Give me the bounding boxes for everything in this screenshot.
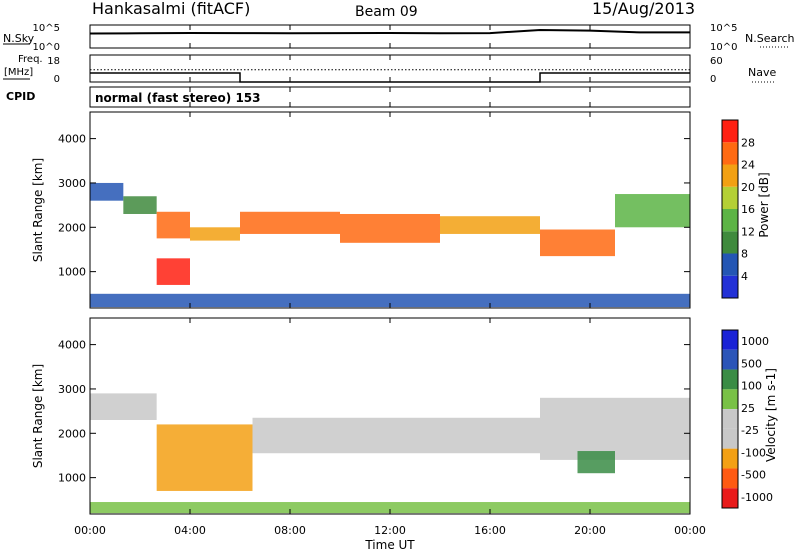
x-tick-label: 00:00 [674, 524, 706, 537]
nsearch-label: N.Search [745, 32, 795, 45]
freq-tick-bottom: 0 [54, 74, 60, 85]
y-tick-label: 2000 [58, 427, 86, 440]
colorbar-segment [722, 120, 738, 143]
cpid-label: CPID [6, 90, 35, 103]
x-tick-label: 04:00 [174, 524, 206, 537]
y-tick-label: 2000 [58, 221, 86, 234]
nsky-series-line [89, 28, 690, 35]
heatmap-band [540, 229, 615, 257]
heatmap-band [156, 424, 253, 491]
heatmap-band [440, 216, 540, 234]
power-colorbar: 4 8 12 16 20 24 28 [721, 119, 755, 299]
heatmap-band [252, 417, 540, 454]
velocity-heatmap [90, 393, 690, 514]
y-tick-label: 4000 [58, 339, 86, 352]
beam-label: Beam 09 [355, 4, 418, 20]
nsky-tick-bottom: 10^0 [33, 42, 60, 53]
freq-unit-label: [MHz] [4, 67, 33, 78]
colorbar-segment [722, 186, 738, 209]
nsky-label: N.Sky [3, 32, 35, 45]
colorbar-tick-label: 24 [741, 159, 755, 172]
colorbar-segment [722, 409, 738, 429]
colorbar-frame [721, 119, 739, 299]
heatmap-band [90, 393, 157, 420]
colorbar-tick-label: -100 [741, 446, 766, 459]
heatmap-band [90, 182, 124, 201]
velocity-ylabel: Slant Range [km] [31, 364, 45, 468]
x-axis-label: Time UT [364, 538, 415, 552]
heatmap-band [615, 194, 690, 228]
y-tick-label: 1000 [58, 266, 86, 279]
y-tick-label: 3000 [58, 177, 86, 190]
heatmap-band [540, 397, 690, 460]
colorbar-segment [722, 209, 738, 232]
colorbar-tick-label: 12 [741, 225, 755, 238]
colorbar-tick-label: 500 [741, 357, 762, 370]
colorbar-segment [722, 142, 738, 165]
colorbar-tick-label: 100 [741, 380, 762, 393]
colorbar-tick-label: 25 [741, 402, 755, 415]
x-tick-label: 12:00 [374, 524, 406, 537]
heatmap-band [90, 293, 690, 308]
colorbar-segment [722, 164, 738, 187]
station-title: Hankasalmi (fitACF) [92, 0, 250, 18]
power-colorbar-label: Power [dB] [757, 172, 771, 237]
power-ylabel: Slant Range [km] [31, 158, 45, 262]
x-tick-label: 00:00 [74, 524, 106, 537]
velocity-colorbar: 1000 500 100 25 -25 -100 -500 -1000 [721, 329, 773, 509]
colorbar-tick-label: -1000 [741, 491, 773, 504]
colorbar-segment [722, 488, 738, 508]
y-tick-label: 4000 [58, 133, 86, 146]
heatmap-band [340, 213, 440, 243]
colorbar-segment [722, 448, 738, 469]
colorbar-segment [722, 428, 738, 449]
nsky-tick-top: 10^5 [33, 23, 60, 34]
nsearch-tick-bottom: 10^0 [710, 42, 737, 53]
colorbar-tick-label: 28 [741, 136, 755, 149]
colorbar-tick-label: 4 [741, 270, 748, 283]
nave-tick-bottom: 0 [710, 74, 716, 85]
heatmap-band [577, 451, 615, 474]
freq-tick-top: 18 [47, 56, 60, 67]
heatmap-band [240, 211, 340, 234]
colorbar-segment [722, 253, 738, 276]
y-tick-label: 3000 [58, 383, 86, 396]
y-tick-label: 1000 [58, 472, 86, 485]
colorbar-segment [722, 468, 738, 489]
colorbar-segment [722, 369, 738, 390]
date-label: 15/Aug/2013 [592, 0, 695, 18]
colorbar-segment [722, 231, 738, 254]
power-heatmap [90, 182, 690, 308]
colorbar-tick-label: -25 [741, 424, 759, 437]
colorbar-segment [722, 389, 738, 410]
colorbar-segment [722, 349, 738, 370]
colorbar-tick-label: -500 [741, 469, 766, 482]
colorbar-segment [722, 330, 738, 350]
colorbar-tick-label: 8 [741, 248, 748, 261]
heatmap-band [156, 211, 190, 239]
nave-tick-top: 60 [710, 56, 723, 67]
nsearch-tick-top: 10^5 [710, 23, 737, 34]
heatmap-band [156, 258, 190, 285]
colorbar-frame [721, 329, 739, 509]
x-tick-label: 08:00 [274, 524, 306, 537]
x-tick-label: 20:00 [574, 524, 606, 537]
colorbar-segment [722, 275, 738, 298]
freq-label: Freq. [18, 54, 43, 65]
colorbar-tick-label: 16 [741, 203, 755, 216]
heatmap-band [90, 502, 690, 514]
heatmap-band [123, 196, 157, 214]
colorbar-tick-label: 20 [741, 181, 755, 194]
nave-label: Nave [748, 66, 776, 79]
heatmap-band [190, 227, 240, 241]
colorbar-tick-label: 1000 [741, 335, 769, 348]
velocity-colorbar-label: Velocity [m s-1] [764, 368, 778, 462]
cpid-mode-label: normal (fast stereo) 153 [95, 91, 261, 105]
x-tick-label: 16:00 [474, 524, 506, 537]
